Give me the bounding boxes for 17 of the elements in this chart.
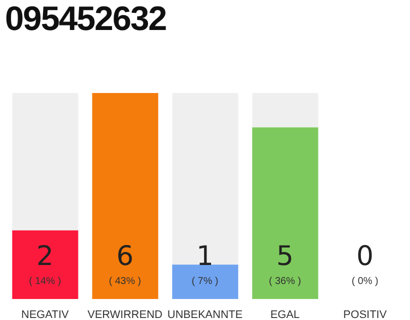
x-tick-label: POSITIV [343,309,388,320]
x-tick-label: UNBEKANNTE [167,309,243,320]
data-label: 1 [196,241,214,272]
x-tick-label: EGAL [270,309,300,320]
annotation: ( 36% ) [268,276,302,287]
x-tick-label: NEGATIV [21,309,70,320]
annotation: ( 7% ) [192,276,218,287]
data-label: 6 [116,241,134,272]
data-label: 2 [36,241,54,272]
annotation: ( 43% ) [108,276,142,287]
bar [172,264,238,299]
annotation: ( 0% ) [352,276,378,287]
annotation: ( 14% ) [28,276,62,287]
chart-title: 095452632 [5,0,166,39]
data-label: 0 [356,241,374,272]
x-tick-label: VERWIRREND [88,309,163,320]
data-label: 5 [276,241,294,272]
